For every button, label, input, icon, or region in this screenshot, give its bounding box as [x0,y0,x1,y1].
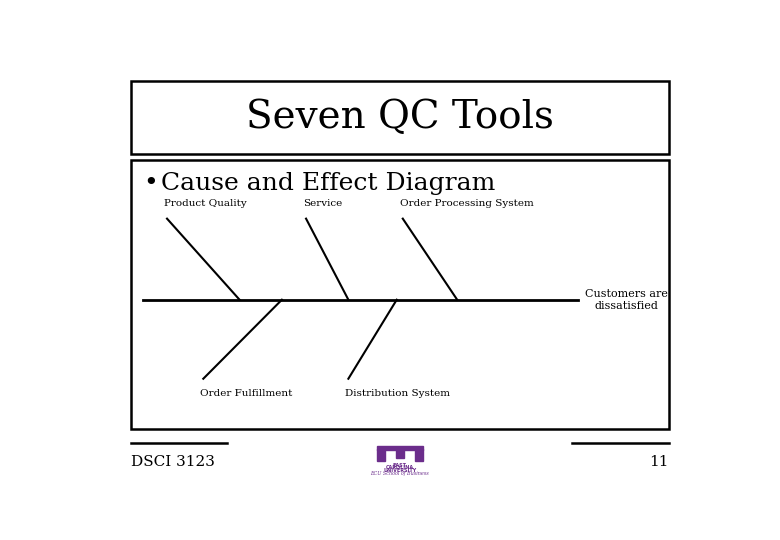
Text: Order Fulfillment: Order Fulfillment [200,389,292,398]
Text: Product Quality: Product Quality [164,199,246,208]
FancyBboxPatch shape [131,82,668,154]
Text: Customers are
dissatisfied: Customers are dissatisfied [585,289,668,310]
Text: CAROLINA: CAROLINA [385,465,414,470]
Text: •: • [143,171,158,195]
Text: Cause and Effect Diagram: Cause and Effect Diagram [161,172,495,195]
Bar [377,446,423,450]
FancyBboxPatch shape [131,160,668,429]
Text: Seven QC Tools: Seven QC Tools [246,99,554,136]
Text: EAST: EAST [393,463,406,468]
Text: ECU School of Business: ECU School of Business [370,471,429,476]
Text: UNIVERSITY: UNIVERSITY [383,468,417,473]
Text: DSCI 3123: DSCI 3123 [131,455,215,469]
Text: Order Processing System: Order Processing System [399,199,534,208]
Bar [415,449,423,461]
Bar [377,449,385,461]
Text: 11: 11 [649,455,668,469]
Text: Distribution System: Distribution System [346,389,450,398]
Text: Service: Service [303,199,342,208]
Bar [395,450,404,457]
